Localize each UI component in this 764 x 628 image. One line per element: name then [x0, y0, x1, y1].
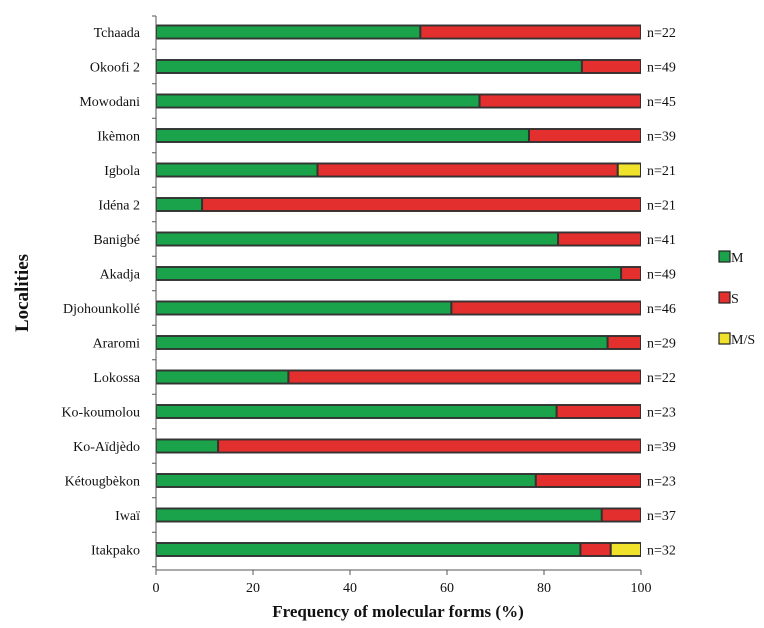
sample-size-label-iwai: n=37 [647, 509, 676, 524]
bar-iwai-m [156, 508, 602, 522]
legend-label-m-s: M/S [731, 333, 755, 348]
category-label-banigbe: Banigbé [93, 233, 140, 248]
sample-size-label-akadja: n=49 [647, 268, 676, 283]
bar-djohounkolle-m [156, 301, 452, 315]
legend-label-m: M [731, 251, 744, 266]
bar-mowodani-m [156, 94, 480, 108]
x-axis-title: Frequency of molecular forms (%) [272, 602, 523, 621]
y-axis-title: Localities [12, 254, 33, 332]
category-label-iwai: Iwaï [115, 509, 140, 524]
bar-araromi-m [156, 336, 608, 349]
bar-itakpako-s [580, 543, 611, 556]
category-label-araromi: Araromi [93, 337, 141, 352]
bar-banigbe-m [156, 232, 558, 246]
legend-swatch-m [718, 250, 731, 263]
bars-group [156, 24, 641, 557]
sample-size-label-okoofi-2: n=49 [647, 61, 676, 76]
bar-akadja-s [621, 267, 641, 280]
category-label-tchaada: Tchaada [94, 26, 141, 41]
bar-lokossa-m [156, 370, 289, 384]
bar-itakpako-m [156, 543, 581, 556]
sample-size-labels-group: n=22 n=49 n=45 n=39 n=21 n=21 n=41 n=49 n=46 n=29… [647, 26, 676, 559]
bar-ko-koumolou-s [556, 405, 641, 418]
category-label-igbola: Igbola [104, 164, 141, 179]
sample-size-label-banigbe: n=41 [647, 233, 676, 248]
bar-okoofi-2-m [156, 60, 582, 73]
sample-size-label-ko-aidjedo: n=39 [647, 440, 676, 455]
x-tick-label-100: 100 [631, 581, 652, 596]
sample-size-label-djohounkolle: n=46 [647, 302, 676, 317]
bar-idena-2-s [202, 198, 641, 211]
category-label-akadja: Akadja [100, 268, 141, 283]
bar-lokossa-s [288, 370, 641, 384]
bar-akadja-m [156, 267, 621, 280]
category-label-mowodani: Mowodani [79, 95, 140, 110]
bar-djohounkolle-s [451, 301, 641, 315]
bar-ketougbekon-m [156, 474, 536, 487]
sample-size-label-tchaada: n=22 [647, 26, 676, 41]
bar-igbola-s [317, 163, 618, 177]
bar-ko-koumolou-m [156, 405, 557, 418]
bar-ko-aidjedo-m [156, 439, 218, 453]
category-label-djohounkolle: Djohounkollé [63, 302, 140, 317]
bar-banigbe-s [558, 232, 641, 246]
bar-ikemon-m [156, 129, 529, 142]
sample-size-label-itakpako: n=32 [647, 544, 676, 559]
bar-tchaada-m [156, 25, 421, 39]
bar-ko-aidjedo-s [218, 439, 641, 453]
sample-size-label-lokossa: n=22 [647, 371, 676, 386]
bar-iwai-s [601, 508, 641, 522]
category-label-okoofi-2: Okoofi 2 [90, 61, 140, 76]
legend-swatch-m-s [718, 332, 731, 345]
bar-mowodani-s [479, 94, 641, 108]
x-tick-label-40: 40 [343, 581, 357, 596]
legend-label-s: S [731, 292, 739, 307]
category-label-idena-2: Idéna 2 [98, 199, 140, 214]
bar-ikemon-s [529, 129, 641, 142]
bar-okoofi-2-s [582, 60, 641, 73]
category-labels-group: Tchaada Okoofi 2 Mowodani Ikèmon Igbola Idéna… [61, 15, 156, 568]
bar-idena-2-m [156, 198, 202, 211]
sample-size-label-idena-2: n=21 [647, 199, 676, 214]
sample-size-label-ko-koumolou: n=23 [647, 406, 676, 421]
x-tick-label-80: 80 [537, 581, 551, 596]
sample-size-label-ikemon: n=39 [647, 130, 676, 145]
category-label-ikemon: Ikèmon [97, 130, 140, 145]
sample-size-label-ketougbekon: n=23 [647, 475, 676, 490]
bar-igbola-m-s [617, 163, 641, 177]
axes-group [155, 16, 641, 571]
legend-swatch-s [718, 291, 731, 304]
bar-ketougbekon-s [535, 474, 641, 487]
bar-igbola-m [156, 163, 318, 177]
sample-size-label-igbola: n=21 [647, 164, 676, 179]
sample-size-label-mowodani: n=45 [647, 95, 676, 110]
category-label-ko-koumolou: Ko-koumolou [61, 406, 140, 421]
x-tick-label-60: 60 [440, 581, 454, 596]
x-tick-label-0: 0 [153, 581, 160, 596]
bar-itakpako-m-s [610, 543, 641, 556]
bar-tchaada-s [420, 25, 641, 39]
legend: M S M/S [718, 250, 755, 348]
category-label-lokossa: Lokossa [93, 371, 140, 386]
x-ticks-group: 0 20 40 60 80 100 [153, 570, 652, 596]
x-tick-label-20: 20 [246, 581, 260, 596]
category-label-ketougbekon: Kétougbèkon [65, 475, 140, 490]
category-label-ko-aidjedo: Ko-Aïdjèdo [73, 440, 140, 455]
sample-size-label-araromi: n=29 [647, 337, 676, 352]
category-label-itakpako: Itakpako [91, 544, 140, 559]
bar-araromi-s [607, 336, 641, 349]
